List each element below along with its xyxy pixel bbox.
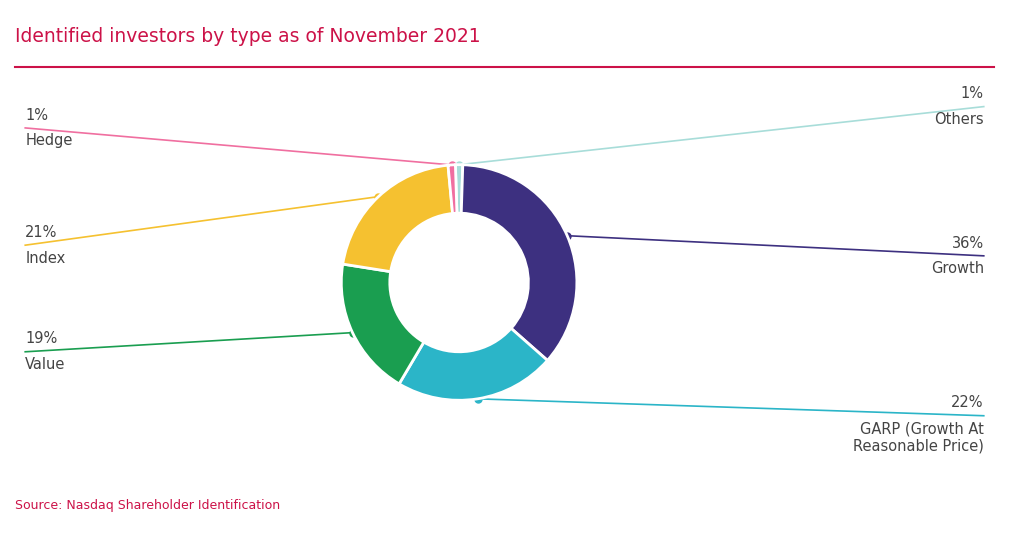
Wedge shape (455, 165, 463, 213)
Text: Identified investors by type as of November 2021: Identified investors by type as of Novem… (15, 27, 480, 46)
Text: 36%: 36% (951, 236, 984, 251)
Text: 22%: 22% (951, 395, 984, 410)
Text: Value: Value (25, 357, 66, 372)
Text: Hedge: Hedge (25, 133, 73, 148)
Wedge shape (400, 328, 548, 400)
Text: 1%: 1% (961, 86, 984, 101)
Wedge shape (341, 264, 424, 384)
Text: 21%: 21% (25, 225, 58, 240)
Wedge shape (343, 165, 453, 272)
Text: 1%: 1% (25, 108, 48, 123)
Text: Source: Nasdaq Shareholder Identification: Source: Nasdaq Shareholder Identificatio… (15, 499, 281, 512)
Text: 19%: 19% (25, 332, 58, 346)
Text: Index: Index (25, 251, 66, 265)
Text: Others: Others (934, 112, 984, 127)
Text: GARP (Growth At
Reasonable Price): GARP (Growth At Reasonable Price) (853, 421, 984, 454)
Text: Growth: Growth (930, 261, 984, 276)
Wedge shape (461, 165, 577, 360)
Wedge shape (448, 165, 457, 214)
